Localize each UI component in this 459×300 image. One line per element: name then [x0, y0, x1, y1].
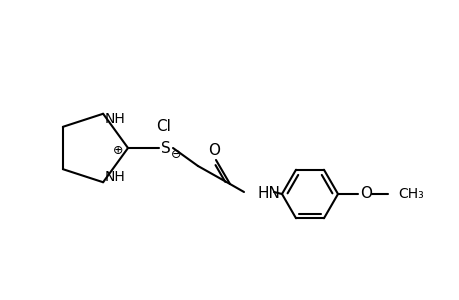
- Text: Cl: Cl: [156, 118, 171, 134]
- Text: HN: HN: [257, 187, 280, 202]
- Text: ⊕: ⊕: [112, 143, 123, 157]
- Text: S: S: [161, 140, 170, 155]
- Text: ⊖: ⊖: [170, 148, 181, 160]
- Text: CH₃: CH₃: [397, 187, 423, 201]
- Text: O: O: [207, 142, 219, 158]
- Text: NH: NH: [105, 112, 126, 126]
- Text: NH: NH: [105, 170, 126, 184]
- Text: O: O: [359, 187, 371, 202]
